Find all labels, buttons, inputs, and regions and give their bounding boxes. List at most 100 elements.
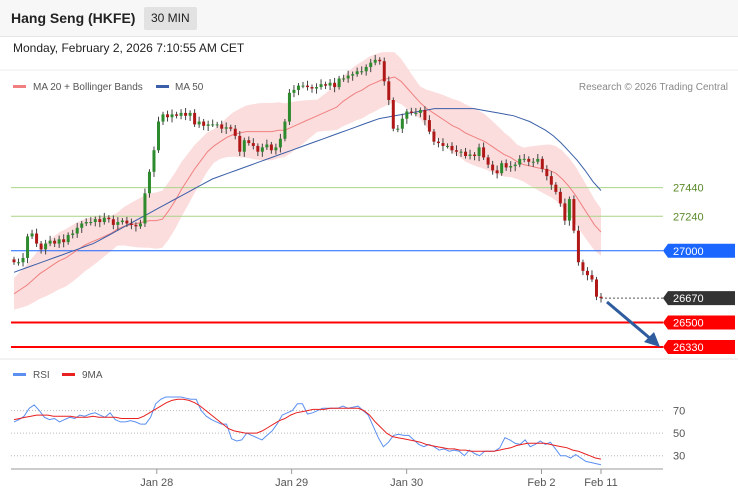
price-levels (11, 187, 663, 348)
candle (30, 229, 34, 239)
candle (400, 113, 404, 134)
candle-body (396, 128, 400, 130)
price-panel: MA 20 + Bollinger Bands MA 50 Research ©… (0, 52, 738, 360)
x-tick-label: Jan 28 (140, 477, 173, 489)
candle-body (545, 168, 549, 177)
candle-body (197, 121, 201, 125)
candle (57, 235, 61, 248)
candle (242, 137, 246, 157)
candle-body (156, 121, 160, 151)
candle (378, 57, 382, 65)
candle (39, 240, 43, 254)
rsi-tick-label: 50 (673, 428, 685, 440)
candle (62, 234, 66, 248)
candle (129, 218, 133, 230)
candle-body (504, 163, 508, 168)
candle (107, 215, 111, 223)
candle-body (378, 59, 382, 62)
candle-body (477, 147, 481, 156)
candle-body (143, 193, 147, 224)
candle (161, 111, 165, 125)
candle-body (53, 240, 57, 244)
candle-body (26, 236, 30, 258)
candle-body (102, 217, 106, 223)
candle-body (409, 111, 413, 113)
candle (432, 129, 436, 146)
candle (80, 220, 84, 233)
candle-body (585, 270, 589, 276)
candlesticks (12, 54, 603, 303)
candle (315, 83, 319, 94)
candle-body (369, 62, 373, 67)
candle-body (233, 128, 237, 136)
candle (215, 121, 219, 128)
level-label: 27000 (673, 246, 704, 258)
candle (269, 141, 273, 154)
candle (89, 217, 93, 226)
candle-body (179, 112, 183, 116)
candle (513, 162, 517, 172)
candle (418, 107, 422, 118)
candle-body (414, 112, 418, 114)
candle-body (563, 203, 567, 221)
candle-body (98, 219, 102, 223)
candle (459, 149, 463, 157)
level-tag-support (663, 339, 735, 354)
candle-body (134, 224, 138, 227)
candle (66, 232, 70, 245)
candle (265, 139, 269, 150)
candle (563, 198, 567, 225)
candle-body (567, 199, 571, 221)
candle-body (71, 233, 75, 235)
candle (44, 239, 48, 255)
candle-body (436, 141, 440, 144)
candle-body (265, 144, 269, 148)
candle (473, 151, 477, 161)
timeframe-badge[interactable]: 30 MIN (144, 7, 197, 30)
candle-body (224, 127, 228, 129)
level-label: 27240 (673, 211, 704, 223)
candle-body (473, 154, 477, 156)
candle-body (120, 220, 124, 223)
candle (251, 138, 255, 150)
candle-body (242, 140, 246, 152)
candle-body (211, 124, 215, 126)
candle (310, 84, 314, 93)
candle (405, 108, 409, 124)
candle-body (89, 222, 93, 224)
candle-body (57, 239, 61, 244)
candle-body (459, 151, 463, 153)
candle-body (256, 145, 260, 152)
candle (540, 156, 544, 173)
candle (166, 110, 170, 122)
candle-body (310, 87, 314, 89)
candle (364, 64, 368, 76)
candle (360, 66, 364, 75)
candle-body (62, 239, 66, 243)
level-tag-pivot (663, 243, 735, 258)
candle (441, 138, 445, 152)
candle-body (364, 66, 368, 72)
candle (125, 216, 129, 227)
candle-body (324, 84, 328, 86)
candle-body (351, 74, 355, 76)
candle-body (441, 143, 445, 146)
candle-body (594, 279, 598, 297)
candle (527, 156, 531, 167)
candle (333, 77, 337, 93)
level-label: 26330 (673, 342, 704, 354)
candle (509, 161, 513, 172)
candle-body (247, 140, 251, 144)
rsi-legend-swatch (13, 373, 26, 376)
candle-body (287, 92, 291, 122)
candle (464, 147, 468, 159)
candle-body (129, 223, 133, 225)
candle-body (184, 112, 188, 116)
candle-body (482, 147, 486, 158)
candle-body (80, 223, 84, 228)
forecast-arrow-head (644, 332, 660, 347)
candle-body (188, 112, 192, 116)
candle (247, 136, 251, 146)
candle (175, 111, 179, 119)
